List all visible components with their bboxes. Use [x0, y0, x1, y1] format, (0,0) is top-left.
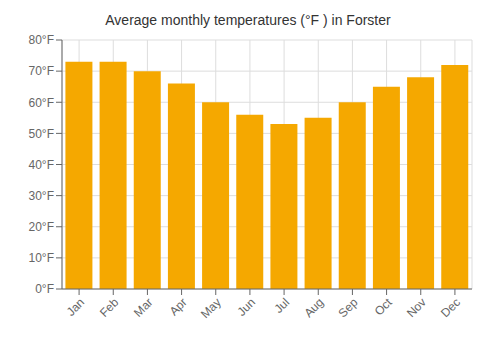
svg-text:30°F: 30°F [29, 189, 54, 203]
svg-text:60°F: 60°F [29, 96, 54, 110]
svg-text:Nov: Nov [404, 295, 429, 320]
svg-text:Apr: Apr [167, 295, 190, 318]
svg-text:10°F: 10°F [29, 251, 54, 265]
svg-text:Jul: Jul [271, 295, 292, 316]
svg-text:Jan: Jan [64, 295, 88, 319]
svg-text:Jun: Jun [234, 295, 258, 319]
svg-text:Aug: Aug [301, 295, 326, 320]
svg-text:May: May [198, 295, 224, 321]
svg-text:Dec: Dec [438, 295, 463, 320]
svg-text:50°F: 50°F [29, 127, 54, 141]
svg-text:Sep: Sep [336, 295, 361, 320]
svg-text:80°F: 80°F [29, 33, 54, 47]
svg-text:Mar: Mar [131, 295, 156, 320]
svg-text:Oct: Oct [372, 295, 396, 319]
html-text:Average monthly temperatures (: Average monthly temperatures (°F ) in Fo… [105, 12, 391, 28]
svg-text:0°F: 0°F [35, 282, 54, 296]
svg-text:40°F: 40°F [29, 158, 54, 172]
svg-text:70°F: 70°F [29, 64, 54, 78]
svg-text:20°F: 20°F [29, 220, 54, 234]
svg-text:Feb: Feb [97, 295, 122, 320]
